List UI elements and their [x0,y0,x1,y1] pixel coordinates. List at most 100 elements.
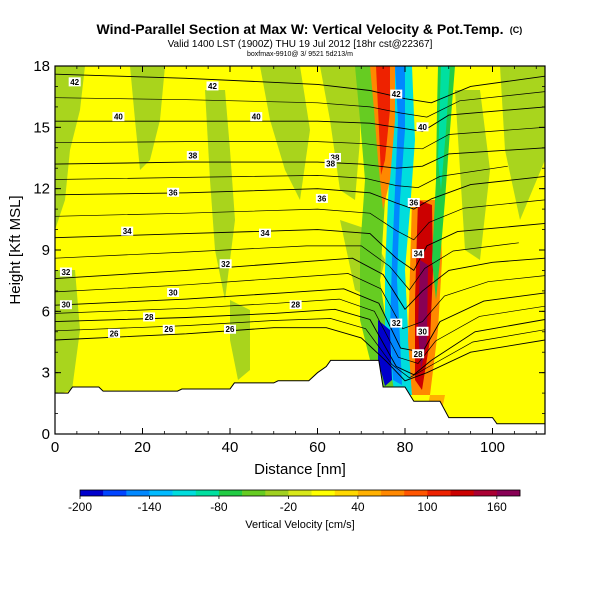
contour-label-text: 42 [70,78,79,87]
contour-label: 26 [108,328,121,338]
contour-label-bg [390,318,403,328]
theta-contour-minor [55,242,519,291]
colorbar-tick-label: 160 [487,500,507,514]
updraft-lower-peak [418,260,428,370]
patch-8 [455,90,490,260]
contour-label-text: 40 [418,123,427,132]
theta-contour-40 [55,106,545,132]
contour-label: 34 [121,226,134,236]
contour-label-text: 28 [414,350,423,359]
contour-label-text: 36 [169,188,178,197]
contour-label: 38 [324,159,337,169]
contour-label-bg [167,287,180,297]
contour-label-bg [315,193,328,203]
contour-label: 32 [390,318,403,328]
contour-label-text: 26 [164,325,173,334]
contour-label-text: 36 [317,194,326,203]
updraft-upper-core [376,66,390,175]
contour-label-text: 30 [169,288,178,297]
contour-label: 42 [390,89,403,99]
contour-label: 34 [259,228,271,238]
contour-label-text: 30 [418,327,427,336]
contour-label: 32 [219,259,232,269]
contour-label-bg [416,122,429,132]
x-tick-label: 100 [480,439,505,456]
contour-label-bg [416,326,429,336]
x-tick-label: 0 [51,439,59,456]
contour-label-bg [324,159,337,169]
theta-contour-38 [55,147,545,169]
colorbar-swatch [311,490,336,496]
contour-label-bg [250,112,263,122]
contour-label: 32 [59,267,72,277]
colorbar-swatch [126,490,150,496]
contour-label-bg [186,150,199,160]
theta-contour-32 [55,257,545,311]
y-tick-label: 15 [33,119,50,136]
y-tick-label: 12 [33,181,50,198]
contour-label-text: 36 [409,198,418,207]
contour-label-text: 40 [114,113,123,122]
contour-label: 28 [143,312,156,322]
x-tick-label: 20 [134,439,151,456]
contour-label-text: 32 [61,268,70,277]
colorbar-swatch [404,490,428,496]
contour-label: 30 [167,287,180,297]
contour-label-bg [121,226,134,236]
contour-label-bg [219,259,232,269]
velocity-field [55,66,545,434]
colorbar-tick-label: -20 [280,500,298,514]
contour-label-bg [59,300,72,310]
contour-label-bg [143,312,156,322]
theta-contour-minor [55,165,508,188]
y-tick-label: 6 [42,303,50,320]
theta-contour-28 [55,308,545,376]
contour-label-text: 34 [123,227,132,236]
chart-subtitle-2: boxfmax-9910@ 3/ 9521 5d213/m [247,51,353,58]
colorbar-swatch [473,490,498,496]
theta-contour-30 [55,288,545,353]
contour-label-bg [412,349,425,359]
colorbar-swatch [496,490,521,496]
contour-label: 40 [112,112,125,122]
contour-label-text: 30 [61,301,70,310]
contour-label-bg [407,197,420,207]
theta-contour-minor [55,298,545,364]
x-tick-label: 60 [309,439,326,456]
contour-label-text: 26 [226,325,235,334]
chart-title: Wind-Parallel Section at Max W: Vertical… [96,21,503,37]
patch-3 [205,90,235,300]
colorbar-swatch [427,490,451,496]
contour-label-text: 42 [208,82,217,91]
theta-contour-34 [55,222,545,272]
theta-contours [55,73,545,382]
colorbar-tick-label: -200 [68,500,92,514]
contour-label: 40 [250,112,263,122]
contour-label-bg [412,249,425,259]
colorbar-swatch [265,490,289,496]
colorbar-label: Vertical Velocity [cm/s] [245,519,354,531]
colorbar-swatch [195,490,220,496]
theta-contour-minor [55,199,545,241]
right-band-core [438,66,450,190]
colorbar-swatch [218,490,243,496]
contour-label-text: 32 [221,260,230,269]
contour-label-bg [162,324,175,334]
contour-label-text: 40 [252,113,261,122]
y-tick-label: 18 [33,58,50,75]
chart-title-suffix: (C) [510,25,523,35]
downdraft-deep [378,320,392,386]
terrain [55,359,545,434]
x-axis: 0 20 40 60 80 100 [51,66,537,456]
y-tick-label: 3 [42,365,50,382]
colorbar-swatch [103,490,127,496]
contour-label: 30 [59,300,72,310]
chart-subtitle: Valid 1400 LST (1900Z) THU 19 Jul 2012 [… [168,39,433,50]
right-band [432,66,455,300]
contour-label-bg [390,89,403,99]
contour-label-bg [206,81,219,91]
contour-label-text: 42 [392,90,401,99]
